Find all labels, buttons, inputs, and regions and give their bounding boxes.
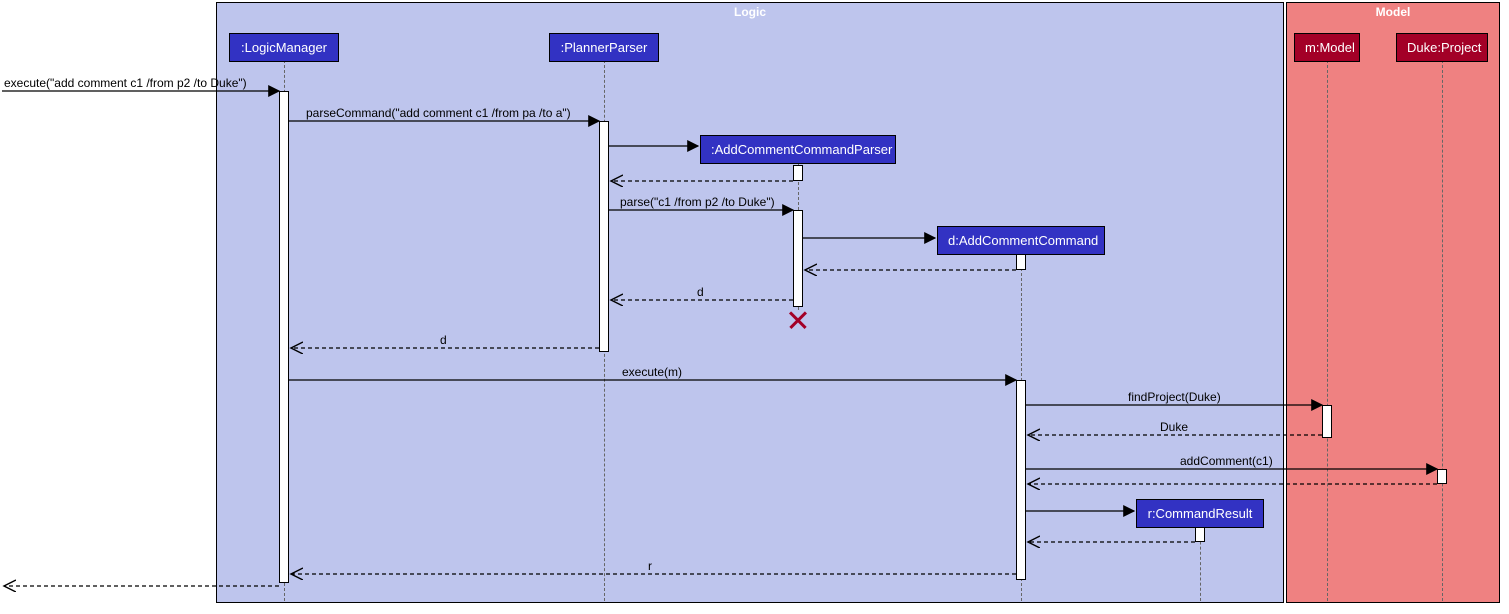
msg-findproject: findProject(Duke) — [1128, 390, 1221, 404]
activation-addparser-1 — [793, 165, 803, 181]
frame-model-title: Model — [1376, 5, 1411, 19]
participant-cmdresult: r:CommandResult — [1136, 499, 1264, 528]
msg-addcomment: addComment(c1) — [1180, 454, 1273, 468]
participant-plannerparser: :PlannerParser — [549, 33, 659, 62]
activation-logicmanager — [279, 91, 289, 583]
msg-execute-m: execute(m) — [622, 365, 682, 379]
activation-addparser-2 — [793, 210, 803, 307]
participant-addcmd: d:AddCommentCommand — [937, 226, 1105, 255]
activation-cmdresult — [1195, 527, 1205, 542]
frame-logic: Logic — [216, 2, 1284, 603]
msg-return-r: r — [648, 559, 652, 573]
frame-model: Model — [1286, 2, 1500, 603]
activation-model — [1322, 405, 1332, 438]
lifeline-project — [1442, 55, 1443, 601]
activation-addcmd-2 — [1016, 380, 1026, 580]
lifeline-model — [1327, 55, 1328, 601]
msg-parse: parse("c1 /from p2 /to Duke") — [620, 195, 775, 209]
participant-addparser: :AddCommentCommandParser — [700, 135, 896, 164]
participant-project: Duke:Project — [1396, 33, 1488, 62]
destroy-addparser — [788, 310, 808, 330]
activation-plannerparser — [599, 121, 609, 352]
msg-return-d-2: d — [440, 333, 447, 347]
msg-return-duke: Duke — [1160, 420, 1188, 434]
activation-project — [1437, 469, 1447, 484]
frame-logic-title: Logic — [734, 5, 766, 19]
activation-addcmd-1 — [1016, 254, 1026, 270]
msg-execute: execute("add comment c1 /from p2 /to Duk… — [4, 76, 247, 90]
sequence-diagram: Logic Model :LogicManager :PlannerParser… — [0, 0, 1509, 614]
participant-logicmanager: :LogicManager — [229, 33, 339, 62]
participant-model: m:Model — [1294, 33, 1360, 62]
msg-parsecommand: parseCommand("add comment c1 /from pa /t… — [306, 106, 571, 120]
msg-return-d-1: d — [697, 285, 704, 299]
